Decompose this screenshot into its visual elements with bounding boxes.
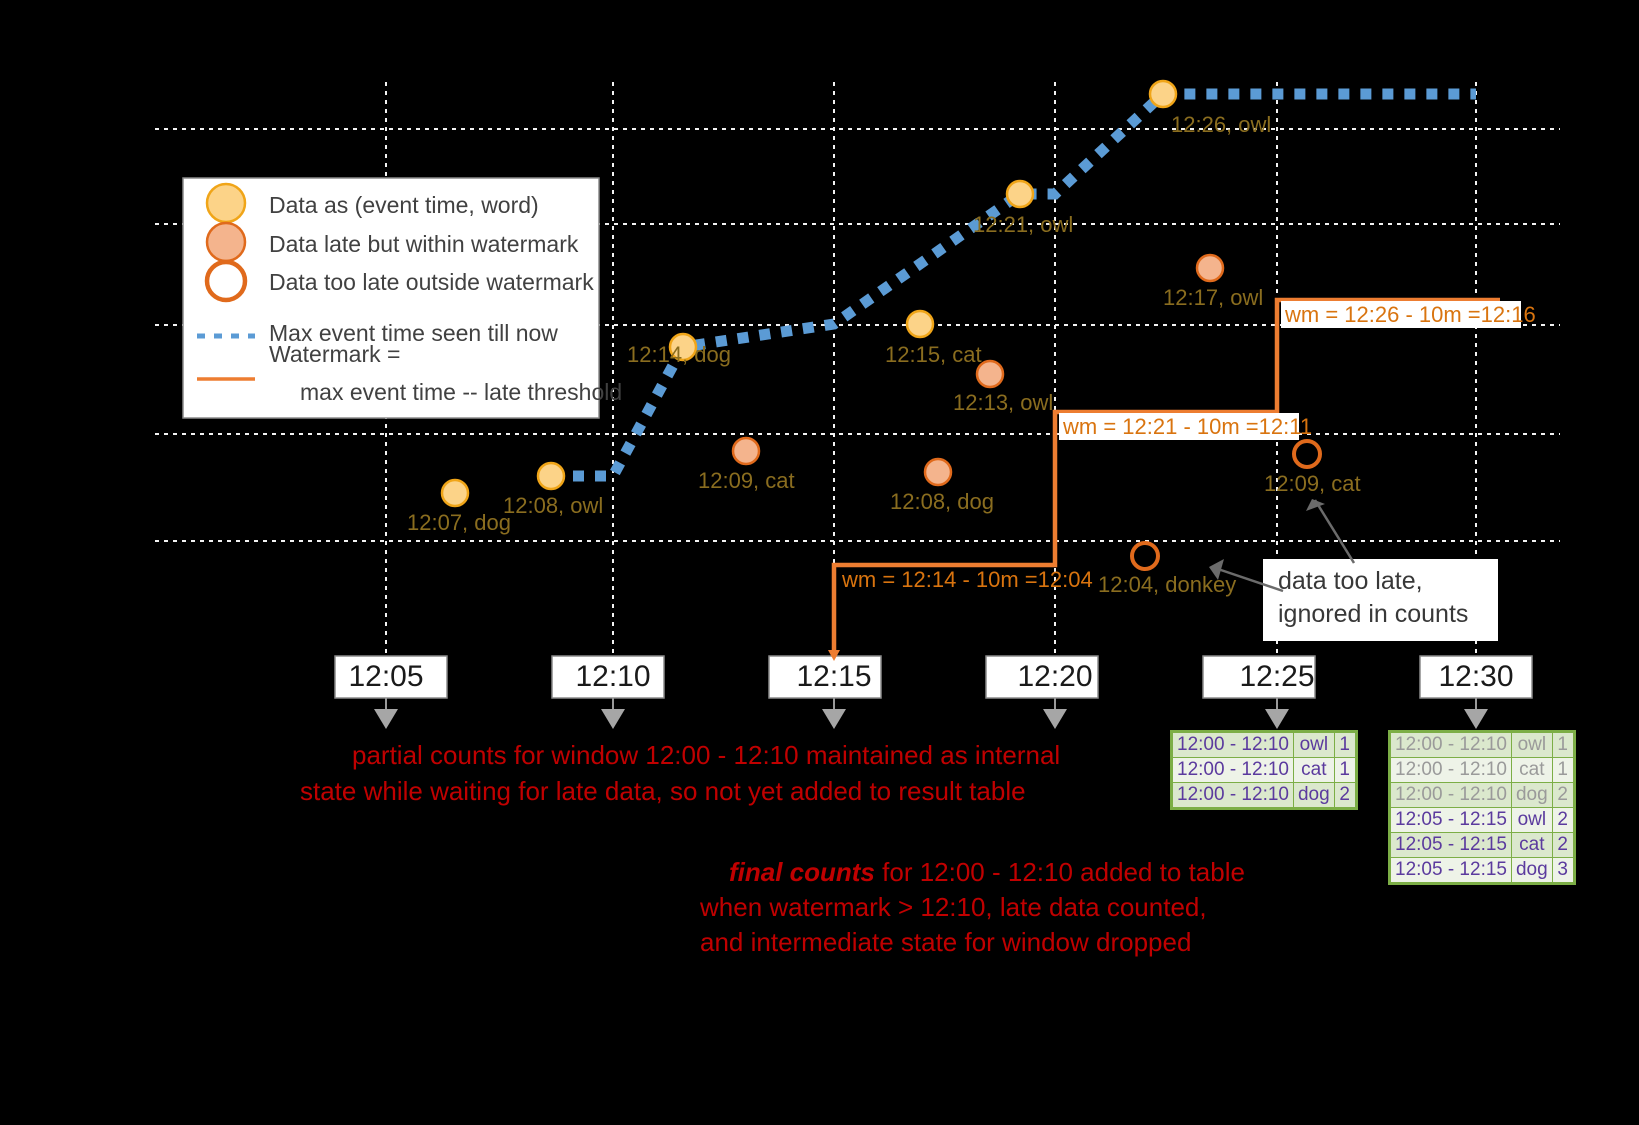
- svg-text:wm = 12:21 - 10m =12:11: wm = 12:21 - 10m =12:11: [1062, 414, 1312, 439]
- svg-text:and intermediate state for win: and intermediate state for window droppe…: [700, 927, 1191, 957]
- svg-text:12:14, dog: 12:14, dog: [627, 342, 731, 367]
- svg-text:Data as (event time, word): Data as (event time, word): [269, 192, 539, 218]
- svg-text:Data late but within watermark: Data late but within watermark: [269, 231, 579, 257]
- svg-text:state while waiting for late d: state while waiting for late data, so no…: [300, 776, 1026, 806]
- svg-text:12:07, dog: 12:07, dog: [407, 510, 511, 535]
- svg-text:wm = 12:26 - 10m =12:16: wm = 12:26 - 10m =12:16: [1284, 302, 1536, 327]
- svg-text:12:17, owl: 12:17, owl: [1163, 285, 1263, 310]
- svg-text:12:15: 12:15: [796, 660, 871, 693]
- svg-text:12:10: 12:10: [575, 660, 650, 693]
- svg-text:12:09, cat: 12:09, cat: [698, 468, 795, 493]
- svg-text:12:25: 12:25: [1239, 660, 1314, 693]
- svg-text:12:04, donkey: 12:04, donkey: [1098, 572, 1236, 597]
- svg-text:12:26, owl: 12:26, owl: [1171, 112, 1271, 137]
- svg-text:ignored in counts: ignored in counts: [1278, 600, 1468, 628]
- svg-text:12:05: 12:05: [348, 660, 423, 693]
- svg-text:Watermark =: Watermark =: [269, 341, 400, 367]
- svg-text:12:08, dog: 12:08, dog: [890, 489, 994, 514]
- svg-text:12:21, owl: 12:21, owl: [973, 212, 1073, 237]
- svg-text:12:13, owl: 12:13, owl: [953, 390, 1053, 415]
- svg-text:max event time -- late thresho: max event time -- late threshold: [300, 379, 622, 405]
- svg-text:12:30: 12:30: [1438, 660, 1513, 693]
- svg-text:wm = 12:14 - 10m =12:04: wm = 12:14 - 10m =12:04: [841, 567, 1093, 592]
- svg-text:final counts for 12:00 - 12:10: final counts for 12:00 - 12:10 added to …: [729, 857, 1245, 887]
- svg-text:12:20: 12:20: [1017, 660, 1092, 693]
- svg-text:partial counts for window 12:0: partial counts for window 12:00 - 12:10 …: [352, 740, 1060, 770]
- svg-text:when watermark > 12:10, late d: when watermark > 12:10, late data counte…: [699, 892, 1207, 922]
- svg-text:Data too late outside watermar: Data too late outside watermark: [269, 269, 594, 295]
- svg-text:12:09, cat: 12:09, cat: [1264, 471, 1361, 496]
- svg-text:12:08, owl: 12:08, owl: [503, 493, 603, 518]
- svg-text:data too late,: data too late,: [1278, 567, 1423, 595]
- svg-text:12:15, cat: 12:15, cat: [885, 342, 982, 367]
